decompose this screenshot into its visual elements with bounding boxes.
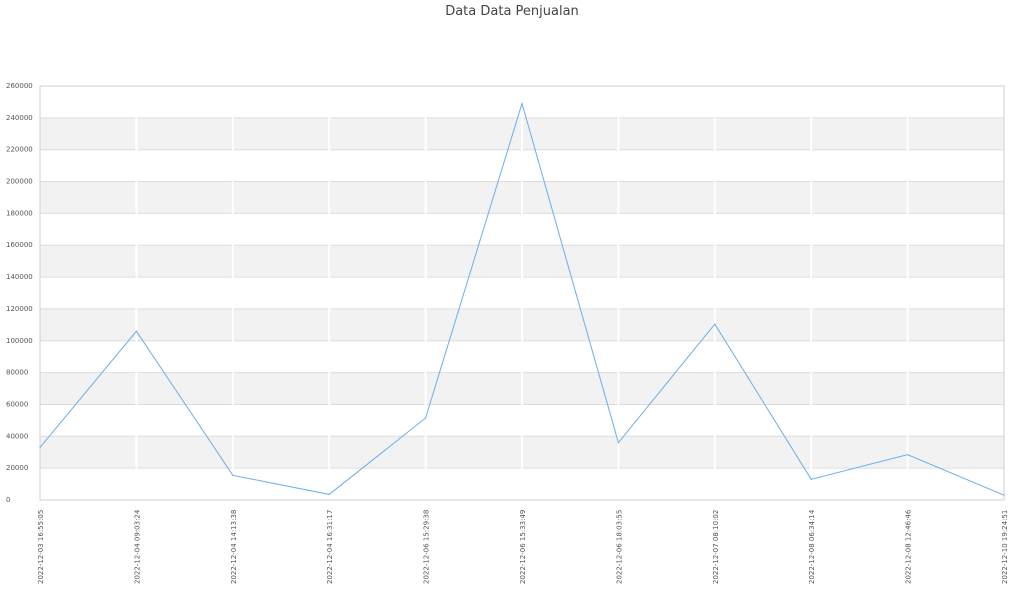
y-tick-label: 160000 xyxy=(6,241,33,249)
y-tick-label: 140000 xyxy=(6,273,33,281)
x-tick-label: 2022-12-03 16:55:05 xyxy=(37,510,45,584)
y-tick-label: 40000 xyxy=(6,432,28,440)
x-tick-label: 2022-12-06 15:29:38 xyxy=(423,510,431,584)
data-point xyxy=(39,446,41,449)
y-tick-label: 200000 xyxy=(6,178,33,186)
x-tick-label: 2022-12-10 19:24:51 xyxy=(1001,510,1009,584)
x-tick-label: 2022-12-04 14:13:38 xyxy=(230,510,238,584)
y-tick-label: 120000 xyxy=(6,305,33,313)
x-tick-label: 2022-12-04 09:03:24 xyxy=(133,509,141,584)
data-point xyxy=(135,330,137,332)
data-point xyxy=(1003,494,1005,496)
y-tick-label: 260000 xyxy=(6,82,33,90)
plot-frame xyxy=(39,85,1005,501)
data-point xyxy=(810,478,812,480)
data-point xyxy=(521,102,523,105)
x-tick-label: 2022-12-08 06:34:14 xyxy=(808,509,816,584)
data-point xyxy=(232,474,234,476)
x-tick-label: 2022-12-07 08:10:02 xyxy=(712,510,720,584)
data-point xyxy=(907,454,909,456)
y-tick-label: 60000 xyxy=(6,400,28,408)
data-point xyxy=(328,493,330,496)
x-tick-label: 2022-12-06 15:33:49 xyxy=(519,510,527,584)
data-point xyxy=(714,323,716,325)
x-tick-label: 2022-12-08 12:46:46 xyxy=(905,509,913,584)
y-tick-label: 0 xyxy=(6,496,10,504)
y-tick-label: 20000 xyxy=(6,464,28,472)
data-point xyxy=(617,442,620,444)
chart-title: Data Data Penjualan xyxy=(445,4,579,19)
y-tick-label: 220000 xyxy=(6,146,33,154)
x-tick-label: 2022-12-06 18:03:55 xyxy=(615,510,623,584)
y-tick-label: 180000 xyxy=(6,209,33,217)
y-tick-label: 240000 xyxy=(6,114,33,122)
x-tick-label: 2022-12-04 16:31:17 xyxy=(326,510,334,584)
data-point xyxy=(425,417,427,419)
y-tick-label: 80000 xyxy=(6,369,28,377)
y-tick-label: 100000 xyxy=(6,337,33,345)
